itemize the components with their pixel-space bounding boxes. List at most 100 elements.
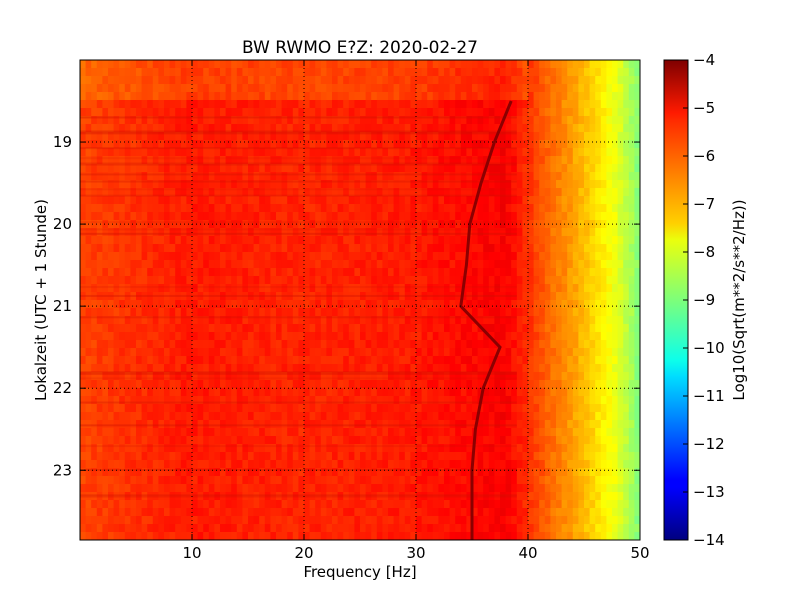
heat-cell [460,164,467,173]
heat-cell [438,308,445,317]
heat-cell [477,108,484,117]
heat-cell [511,84,518,93]
heat-cell [298,428,305,437]
heat-cell [612,132,619,141]
heat-cell [628,60,635,69]
heat-cell [365,84,372,93]
heat-cell [348,340,355,349]
heat-cell [281,180,288,189]
heat-cell [494,236,501,245]
heat-cell [220,140,227,149]
heat-cell [600,324,607,333]
heat-cell [556,124,563,133]
heat-cell [600,428,607,437]
heat-cell [477,60,484,69]
heat-cell [528,84,535,93]
heat-cell [556,132,563,141]
heat-cell [225,92,232,101]
heat-cell [589,236,596,245]
heat-cell [169,412,176,421]
heat-cell [578,76,585,85]
heat-cell [85,180,92,189]
heat-cell [388,284,395,293]
heat-cell [158,156,165,165]
heat-cell [438,124,445,133]
heat-cell [399,412,406,421]
heat-cell [248,380,255,389]
heat-cell [438,396,445,405]
heat-cell [164,236,171,245]
heat-cell [477,316,484,325]
heat-cell [124,260,131,269]
heat-cell [432,364,439,373]
heat-cell [309,196,316,205]
heat-cell [628,428,635,437]
heat-cell [231,260,238,269]
heat-cell [567,284,574,293]
heat-cell [589,124,596,133]
heat-cell [376,308,383,317]
heat-cell [466,172,473,181]
heat-cell [214,252,221,261]
heat-cell [309,68,316,77]
heat-cell [180,324,187,333]
heat-cell [192,132,199,141]
heat-cell [371,268,378,277]
heat-cell [393,292,400,301]
heat-cell [589,212,596,221]
heat-cell [287,100,294,109]
heat-cell [634,164,640,173]
heat-cell [203,388,210,397]
heat-cell [348,124,355,133]
heat-cell [388,164,395,173]
heat-cell [152,220,159,229]
heat-cell [164,276,171,285]
heat-cell [606,364,613,373]
heat-cell [522,444,529,453]
heat-cell [393,428,400,437]
heat-cell [354,124,361,133]
heat-cell [348,300,355,309]
heat-cell [315,92,322,101]
heat-cell [354,196,361,205]
heat-cell [399,324,406,333]
heat-cell [337,140,344,149]
heat-cell [595,124,602,133]
heat-cell [533,372,540,381]
heat-cell [169,164,176,173]
heat-cell [276,332,283,341]
heat-cell [584,444,591,453]
heat-cell [225,372,232,381]
heat-cell [472,372,479,381]
heat-cell [444,364,451,373]
heat-cell [214,124,221,133]
heat-cell [197,276,204,285]
heat-cell [595,100,602,109]
heat-cell [584,308,591,317]
heat-cell [220,388,227,397]
heat-cell [589,364,596,373]
heat-cell [628,108,635,117]
heat-cell [203,76,210,85]
heat-cell [466,140,473,149]
heat-cell [292,396,299,405]
heat-cell [91,348,98,357]
heat-cell [600,132,607,141]
heat-cell [242,244,249,253]
heat-cell [281,268,288,277]
heat-cell [595,220,602,229]
heat-cell [203,260,210,269]
heat-cell [152,300,159,309]
heat-cell [124,316,131,325]
heat-cell [628,372,635,381]
heat-cell [388,236,395,245]
heat-cell [119,364,126,373]
heat-cell [332,220,339,229]
heat-cell [567,300,574,309]
heat-cell [634,60,640,69]
heat-cell [634,396,640,405]
heat-cell [404,404,411,413]
heat-cell [169,284,176,293]
heat-cell [320,348,327,357]
heat-cell [606,196,613,205]
